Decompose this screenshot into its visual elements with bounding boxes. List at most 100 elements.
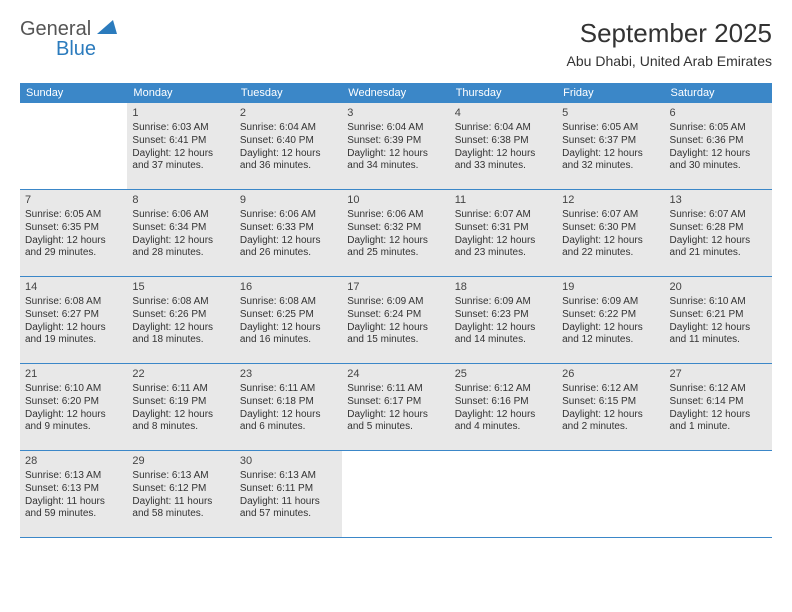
day-day2: and 59 minutes. [25, 508, 122, 521]
day-cell: 13Sunrise: 6:07 AMSunset: 6:28 PMDayligh… [665, 190, 772, 276]
day-cell: 30Sunrise: 6:13 AMSunset: 6:11 PMDayligh… [235, 451, 342, 537]
day-sunrise: Sunrise: 6:08 AM [240, 296, 337, 309]
day-cell: 14Sunrise: 6:08 AMSunset: 6:27 PMDayligh… [20, 277, 127, 363]
logo: General Blue [20, 18, 117, 41]
day-sunrise: Sunrise: 6:12 AM [670, 383, 767, 396]
day-number: 12 [562, 193, 659, 207]
day-day1: Daylight: 12 hours [562, 409, 659, 422]
day-cell: 10Sunrise: 6:06 AMSunset: 6:32 PMDayligh… [342, 190, 449, 276]
day-day2: and 37 minutes. [132, 160, 229, 173]
day-day1: Daylight: 11 hours [240, 496, 337, 509]
day-day1: Daylight: 12 hours [562, 322, 659, 335]
day-sunrise: Sunrise: 6:10 AM [25, 383, 122, 396]
day-day1: Daylight: 12 hours [347, 148, 444, 161]
day-number: 7 [25, 193, 122, 207]
day-day2: and 30 minutes. [670, 160, 767, 173]
day-sunrise: Sunrise: 6:07 AM [455, 209, 552, 222]
day-sunrise: Sunrise: 6:13 AM [25, 470, 122, 483]
day-day2: and 26 minutes. [240, 247, 337, 260]
day-sunrise: Sunrise: 6:06 AM [132, 209, 229, 222]
day-sunrise: Sunrise: 6:05 AM [25, 209, 122, 222]
day-day1: Daylight: 12 hours [455, 322, 552, 335]
day-header: Thursday [450, 83, 557, 103]
day-sunset: Sunset: 6:13 PM [25, 483, 122, 496]
day-cell: 4Sunrise: 6:04 AMSunset: 6:38 PMDaylight… [450, 103, 557, 189]
week-row: 21Sunrise: 6:10 AMSunset: 6:20 PMDayligh… [20, 364, 772, 451]
day-number: 2 [240, 106, 337, 120]
day-number: 20 [670, 280, 767, 294]
day-cell: 11Sunrise: 6:07 AMSunset: 6:31 PMDayligh… [450, 190, 557, 276]
day-cell: 22Sunrise: 6:11 AMSunset: 6:19 PMDayligh… [127, 364, 234, 450]
week-row: 7Sunrise: 6:05 AMSunset: 6:35 PMDaylight… [20, 190, 772, 277]
day-day2: and 16 minutes. [240, 334, 337, 347]
day-number: 16 [240, 280, 337, 294]
location: Abu Dhabi, United Arab Emirates [567, 53, 772, 69]
day-day1: Daylight: 12 hours [240, 235, 337, 248]
day-sunset: Sunset: 6:38 PM [455, 135, 552, 148]
day-sunset: Sunset: 6:34 PM [132, 222, 229, 235]
day-sunset: Sunset: 6:31 PM [455, 222, 552, 235]
day-cell: 19Sunrise: 6:09 AMSunset: 6:22 PMDayligh… [557, 277, 664, 363]
title-block: September 2025 Abu Dhabi, United Arab Em… [567, 18, 772, 69]
day-sunrise: Sunrise: 6:11 AM [240, 383, 337, 396]
day-number: 1 [132, 106, 229, 120]
day-number: 14 [25, 280, 122, 294]
day-day1: Daylight: 12 hours [132, 409, 229, 422]
day-day1: Daylight: 12 hours [240, 409, 337, 422]
day-day2: and 18 minutes. [132, 334, 229, 347]
day-day2: and 36 minutes. [240, 160, 337, 173]
day-day1: Daylight: 12 hours [132, 148, 229, 161]
day-cell: 8 Sunrise: 6:06 AMSunset: 6:34 PMDaylight… [127, 190, 234, 276]
week-row: 1Sunrise: 6:03 AMSunset: 6:41 PMDaylight… [20, 103, 772, 190]
day-sunrise: Sunrise: 6:13 AM [240, 470, 337, 483]
day-number: 23 [240, 367, 337, 381]
day-sunrise: Sunrise: 6:04 AM [347, 122, 444, 135]
day-number: 10 [347, 193, 444, 207]
day-cell: 18Sunrise: 6:09 AMSunset: 6:23 PMDayligh… [450, 277, 557, 363]
day-day2: and 14 minutes. [455, 334, 552, 347]
day-sunset: Sunset: 6:23 PM [455, 309, 552, 322]
day-sunrise: Sunrise: 6:12 AM [455, 383, 552, 396]
day-sunrise: Sunrise: 6:04 AM [240, 122, 337, 135]
day-header-row: SundayMondayTuesdayWednesdayThursdayFrid… [20, 83, 772, 103]
day-sunset: Sunset: 6:32 PM [347, 222, 444, 235]
logo-text-blue: Blue [56, 38, 96, 61]
day-sunrise: Sunrise: 6:05 AM [670, 122, 767, 135]
day-day1: Daylight: 12 hours [347, 235, 444, 248]
day-sunset: Sunset: 6:24 PM [347, 309, 444, 322]
day-sunset: Sunset: 6:40 PM [240, 135, 337, 148]
day-number: 8 [132, 193, 229, 207]
day-day1: Daylight: 12 hours [670, 322, 767, 335]
day-cell: 21Sunrise: 6:10 AMSunset: 6:20 PMDayligh… [20, 364, 127, 450]
day-day1: Daylight: 12 hours [132, 322, 229, 335]
calendar: SundayMondayTuesdayWednesdayThursdayFrid… [20, 83, 772, 538]
day-day1: Daylight: 12 hours [455, 148, 552, 161]
day-sunset: Sunset: 6:16 PM [455, 396, 552, 409]
day-number: 19 [562, 280, 659, 294]
day-day1: Daylight: 12 hours [455, 409, 552, 422]
day-sunset: Sunset: 6:19 PM [132, 396, 229, 409]
day-sunset: Sunset: 6:22 PM [562, 309, 659, 322]
day-sunrise: Sunrise: 6:12 AM [562, 383, 659, 396]
week-row: 28Sunrise: 6:13 AMSunset: 6:13 PMDayligh… [20, 451, 772, 538]
day-cell: 2Sunrise: 6:04 AMSunset: 6:40 PMDaylight… [235, 103, 342, 189]
day-cell: 20Sunrise: 6:10 AMSunset: 6:21 PMDayligh… [665, 277, 772, 363]
day-day1: Daylight: 12 hours [132, 235, 229, 248]
day-day2: and 58 minutes. [132, 508, 229, 521]
day-cell: 27Sunrise: 6:12 AMSunset: 6:14 PMDayligh… [665, 364, 772, 450]
day-day2: and 32 minutes. [562, 160, 659, 173]
day-day2: and 12 minutes. [562, 334, 659, 347]
day-day2: and 8 minutes. [132, 421, 229, 434]
day-number: 22 [132, 367, 229, 381]
day-day1: Daylight: 12 hours [562, 148, 659, 161]
day-day1: Daylight: 11 hours [132, 496, 229, 509]
day-number: 3 [347, 106, 444, 120]
day-cell [665, 451, 772, 537]
day-sunset: Sunset: 6:18 PM [240, 396, 337, 409]
day-sunset: Sunset: 6:26 PM [132, 309, 229, 322]
day-day1: Daylight: 12 hours [347, 322, 444, 335]
day-day1: Daylight: 12 hours [25, 322, 122, 335]
day-cell [342, 451, 449, 537]
day-header: Sunday [20, 83, 127, 103]
day-sunset: Sunset: 6:11 PM [240, 483, 337, 496]
